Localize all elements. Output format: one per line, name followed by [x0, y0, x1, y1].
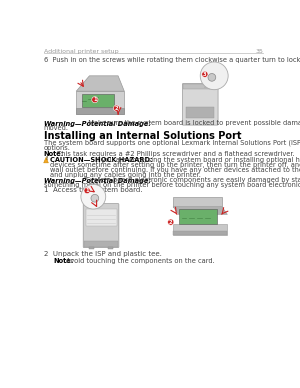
Text: !: !	[45, 156, 47, 161]
Text: devices sometime after setting up the printer, then turn the printer off, and un: devices sometime after setting up the pr…	[50, 162, 300, 168]
Text: 35: 35	[256, 49, 264, 54]
FancyBboxPatch shape	[83, 204, 119, 248]
Text: 3: 3	[203, 72, 207, 77]
Text: Make sure the system board is locked to prevent possible damage to the printer i: Make sure the system board is locked to …	[84, 121, 300, 126]
Bar	[183, 84, 217, 89]
Polygon shape	[173, 197, 222, 207]
Text: 6  Push in on the screws while rotating them clockwise a quarter turn to lock th: 6 Push in on the screws while rotating t…	[44, 57, 300, 62]
Text: something metal on the printer before touching any system board electronic compo: something metal on the printer before to…	[44, 182, 300, 189]
Bar	[89, 247, 94, 249]
Text: CAUTION—SHOCK HAZARD:: CAUTION—SHOCK HAZARD:	[50, 157, 153, 163]
FancyBboxPatch shape	[182, 83, 218, 125]
Text: Note:: Note:	[53, 258, 74, 263]
Text: and unplug any cables going into the printer.: and unplug any cables going into the pri…	[50, 171, 201, 178]
Text: System board electronic components are easily damaged by static electricity. Tou: System board electronic components are e…	[84, 177, 300, 184]
Circle shape	[92, 97, 98, 103]
Text: 2: 2	[169, 220, 172, 225]
Circle shape	[168, 219, 174, 225]
Circle shape	[202, 71, 208, 77]
Bar	[76, 108, 124, 114]
Text: If you are accessing the system board or installing optional hardware or memory: If you are accessing the system board or…	[92, 157, 300, 163]
Polygon shape	[76, 76, 124, 91]
Text: Warning—Potential Damage:: Warning—Potential Damage:	[44, 177, 151, 184]
Polygon shape	[44, 158, 48, 163]
Text: Additional printer setup: Additional printer setup	[44, 49, 118, 54]
Text: 1  Access the system board.: 1 Access the system board.	[44, 187, 142, 194]
Text: The system board supports one optional Lexmark Internal Solutions Port (ISP). In: The system board supports one optional L…	[44, 140, 300, 146]
Text: 2  Unpack the ISP and plastic tee.: 2 Unpack the ISP and plastic tee.	[44, 251, 162, 257]
Text: Warning—Potential Damage:: Warning—Potential Damage:	[44, 121, 151, 126]
Text: 2: 2	[115, 106, 119, 111]
Polygon shape	[173, 207, 227, 215]
Bar	[108, 247, 113, 249]
Bar	[186, 107, 214, 118]
Circle shape	[113, 105, 120, 111]
Bar	[178, 209, 217, 224]
Polygon shape	[76, 91, 124, 114]
Text: moved.: moved.	[44, 125, 69, 132]
Bar	[173, 230, 227, 235]
Circle shape	[208, 73, 216, 81]
Bar	[85, 209, 117, 226]
Bar	[84, 241, 118, 247]
Text: wall outlet before continuing. If you have any other devices attached to the pri: wall outlet before continuing. If you ha…	[50, 167, 300, 173]
Text: 1: 1	[93, 97, 97, 102]
Bar	[173, 223, 227, 235]
Circle shape	[84, 187, 90, 194]
Text: Note:: Note:	[44, 151, 64, 156]
Text: options.: options.	[44, 145, 70, 151]
Bar	[82, 94, 114, 107]
Circle shape	[200, 62, 228, 90]
Text: 1: 1	[85, 188, 89, 193]
Text: This task requires a #2 Phillips screwdriver and a flathead screwdriver.: This task requires a #2 Phillips screwdr…	[55, 151, 294, 156]
Text: Avoid touching the components on the card.: Avoid touching the components on the car…	[64, 258, 214, 263]
Text: Installing an Internal Solutions Port: Installing an Internal Solutions Port	[44, 131, 241, 141]
Circle shape	[81, 184, 106, 209]
Circle shape	[91, 194, 99, 202]
